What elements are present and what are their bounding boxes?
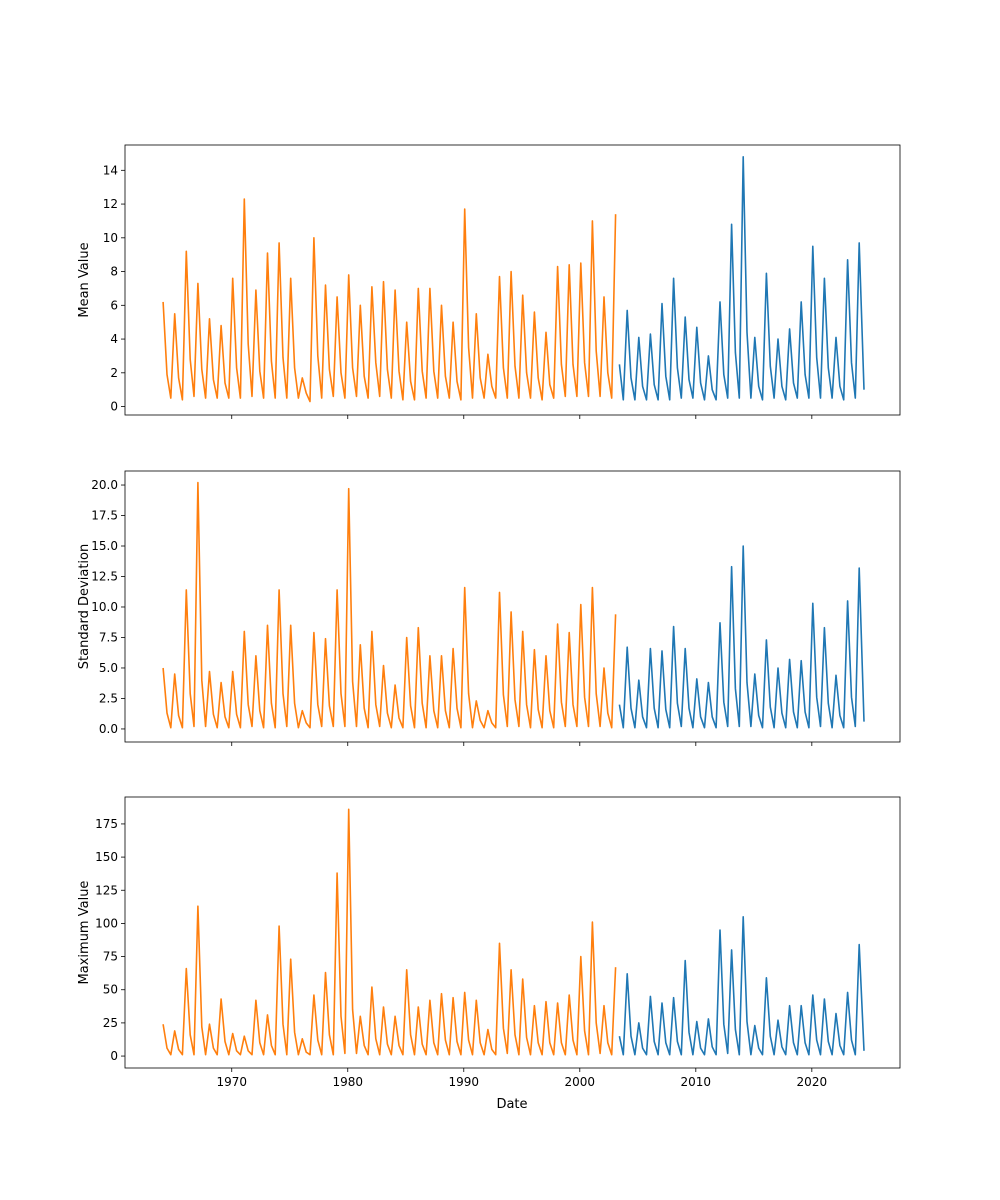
x-tick-label: 2020 [797, 1075, 828, 1089]
series-line-orange [162, 198, 617, 403]
y-tick-label: 0 [110, 1049, 118, 1063]
y-tick-label: 14 [103, 163, 118, 177]
series-line-blue [618, 156, 865, 401]
x-tick-label: 2010 [681, 1075, 712, 1089]
y-tick-label: 75 [103, 950, 118, 964]
series-line-blue [618, 545, 865, 729]
y-tick-label: 4 [110, 332, 118, 346]
y-tick-label: 175 [95, 817, 118, 831]
y-tick-label: 10.0 [91, 600, 118, 614]
y-tick-label: 12.5 [91, 569, 118, 583]
x-tick-label: 1980 [332, 1075, 363, 1089]
subplot-2: 0.0 2.5 5.0 7.5 10.0 12.5 15.0 17.5 20.0 Standard… [77, 470, 901, 746]
series-line-orange [162, 481, 617, 729]
y-tick-label: 7.5 [99, 630, 118, 644]
y-axis-label: Mean Value [77, 242, 92, 317]
y-tick-label: 100 [95, 916, 118, 930]
y-tick-label: 20.0 [91, 478, 118, 492]
subplot-3: 0 25 50 75 100 125 150 175 1970 1980 1990 2000 2010 2… [77, 796, 901, 1089]
y-tick-label: 6 [110, 298, 118, 312]
y-tick-label: 8 [110, 265, 118, 279]
y-tick-label: 0 [110, 400, 118, 414]
series-line-blue [618, 915, 865, 1056]
y-tick-label: 125 [95, 883, 118, 897]
axes-frame [124, 796, 901, 1069]
x-tick-label: 1970 [216, 1075, 247, 1089]
y-tick-label: 15.0 [91, 539, 118, 553]
axes-frame [124, 470, 901, 743]
y-tick-label: 150 [95, 850, 118, 864]
axes-frame [124, 144, 901, 416]
y-axis-label: Standard Deviation [77, 544, 92, 669]
series-line-orange [162, 808, 617, 1056]
y-tick-label: 12 [103, 197, 118, 211]
y-tick-label: 2.5 [99, 691, 118, 705]
y-tick-label: 50 [103, 983, 118, 997]
y-axis-label: Maximum Value [77, 881, 92, 985]
y-tick-label: 5.0 [99, 661, 118, 675]
subplot-1: 0 2 4 6 8 10 12 14 Mean Value [77, 144, 901, 419]
y-tick-label: 2 [110, 366, 118, 380]
y-tick-label: 17.5 [91, 509, 118, 523]
x-axis-label: Date [496, 1097, 527, 1112]
y-tick-label: 0.0 [99, 722, 118, 736]
y-tick-label: 25 [103, 1016, 118, 1030]
x-tick-label: 1990 [448, 1075, 479, 1089]
x-tick-label: 2000 [565, 1075, 596, 1089]
y-tick-label: 10 [103, 231, 118, 245]
